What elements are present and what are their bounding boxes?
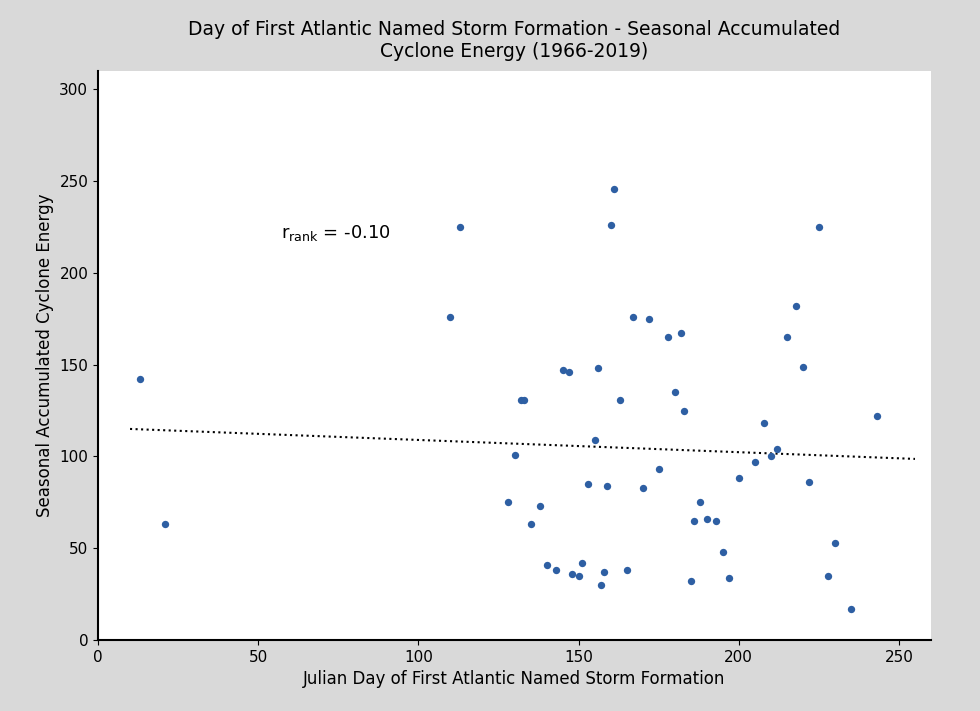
X-axis label: Julian Day of First Atlantic Named Storm Formation: Julian Day of First Atlantic Named Storm… <box>304 670 725 688</box>
Point <box>789 300 805 311</box>
Point <box>843 603 858 614</box>
Point <box>686 515 702 526</box>
Point <box>676 405 692 416</box>
Point <box>673 328 689 339</box>
Point <box>603 220 618 231</box>
Point <box>587 434 603 446</box>
Point <box>625 311 641 323</box>
Point <box>715 546 731 557</box>
Y-axis label: Seasonal Accumulated Cyclone Energy: Seasonal Accumulated Cyclone Energy <box>35 194 54 517</box>
Point <box>757 417 772 429</box>
Point <box>570 570 586 582</box>
Point <box>600 480 615 491</box>
Point <box>507 449 522 460</box>
Point <box>516 394 532 405</box>
Point <box>693 496 709 508</box>
Point <box>606 183 621 194</box>
Point <box>131 374 148 385</box>
Point <box>779 331 795 343</box>
Point <box>580 479 596 490</box>
Point <box>769 444 785 455</box>
Point <box>699 513 714 525</box>
Point <box>795 360 810 372</box>
Point <box>555 365 570 376</box>
Point <box>731 473 747 484</box>
Point <box>574 557 590 569</box>
Point <box>683 575 699 587</box>
Point <box>597 567 612 578</box>
Point <box>868 410 884 422</box>
Point <box>747 456 762 468</box>
Text: r$_{\mathregular{rank}}$ = -0.10: r$_{\mathregular{rank}}$ = -0.10 <box>280 223 391 242</box>
Point <box>522 518 538 530</box>
Point <box>802 476 817 488</box>
Point <box>564 568 580 579</box>
Point <box>532 501 548 512</box>
Point <box>452 221 467 232</box>
Title: Day of First Atlantic Named Storm Formation - Seasonal Accumulated
Cyclone Energ: Day of First Atlantic Named Storm Format… <box>188 20 841 61</box>
Point <box>612 394 628 405</box>
Point <box>820 570 836 582</box>
Point <box>443 311 459 323</box>
Point <box>709 515 724 526</box>
Point <box>549 565 564 576</box>
Point <box>635 482 651 493</box>
Point <box>562 366 577 378</box>
Point <box>811 221 827 232</box>
Point <box>651 464 666 475</box>
Point <box>641 313 657 324</box>
Point <box>666 387 682 398</box>
Point <box>514 394 529 405</box>
Point <box>661 331 676 343</box>
Point <box>500 496 515 508</box>
Point <box>618 565 634 576</box>
Point <box>593 579 609 591</box>
Point <box>539 559 555 570</box>
Point <box>763 451 779 462</box>
Point <box>158 518 173 530</box>
Point <box>827 537 843 548</box>
Point <box>590 363 606 374</box>
Point <box>721 572 737 583</box>
